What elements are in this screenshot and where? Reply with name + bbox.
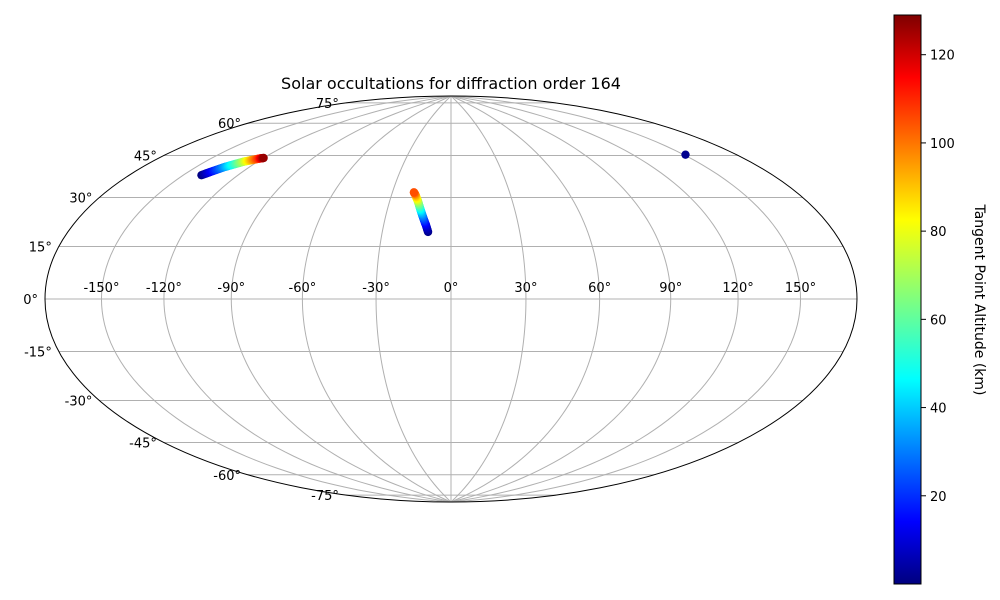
- data-point: [409, 188, 419, 197]
- x-tick-label: -90°: [217, 281, 245, 296]
- colorbar-tick-label: 40: [930, 402, 947, 417]
- colorbar: 20 40 60 80 100 120 Tangent Point Altitude (k…: [893, 14, 987, 585]
- y-tick-label: -60°: [213, 469, 241, 484]
- colorbar-tick-label: 80: [930, 225, 947, 240]
- y-tick-label: -15°: [24, 346, 52, 361]
- x-tick-label: 150°: [785, 281, 816, 296]
- colorbar-tick-label: 20: [930, 490, 947, 505]
- colorbar-tick-label: 60: [930, 313, 947, 328]
- data-point: [681, 150, 690, 159]
- map-boundary: [44, 95, 858, 503]
- chart-title: Solar occultations for diffraction order…: [281, 74, 621, 93]
- x-tick-label: -30°: [362, 281, 390, 296]
- x-tick-label: -150°: [83, 281, 119, 296]
- x-tick-label: -60°: [289, 281, 317, 296]
- graticule: [45, 95, 857, 503]
- y-tick-label: -30°: [65, 395, 93, 410]
- latitude-tick-labels: -75° -60° -45° -30° -15° 0° 15° 30° 45° 60° 75°: [23, 97, 339, 504]
- colorbar-tick-label: 100: [930, 137, 955, 152]
- y-tick-label: 30°: [69, 192, 92, 207]
- y-tick-label: -45°: [129, 437, 157, 452]
- y-tick-label: 0°: [23, 293, 38, 308]
- y-tick-label: 15°: [29, 240, 52, 255]
- longitude-tick-labels: -150° -120° -90° -60° -30° 0° 30° 60° 90° 120° 150…: [83, 281, 816, 296]
- occultation-points: [197, 150, 690, 237]
- colorbar-label: Tangent Point Altitude (km): [971, 203, 987, 395]
- x-tick-label: 90°: [659, 281, 682, 296]
- colorbar-ticks: 20 40 60 80 100 120: [921, 49, 955, 505]
- y-tick-label: 45°: [134, 149, 157, 164]
- colorbar-tick-label: 120: [930, 49, 955, 64]
- x-tick-label: -120°: [146, 281, 182, 296]
- x-tick-label: 30°: [514, 281, 537, 296]
- y-tick-label: -75°: [311, 489, 339, 504]
- y-tick-label: 75°: [316, 97, 339, 112]
- x-tick-label: 0°: [444, 281, 459, 296]
- data-point: [259, 153, 268, 163]
- y-tick-label: 60°: [218, 117, 241, 132]
- x-tick-label: 120°: [722, 281, 753, 296]
- x-tick-label: 60°: [588, 281, 611, 296]
- colorbar-gradient: [893, 14, 922, 585]
- map-outline: [44, 95, 858, 503]
